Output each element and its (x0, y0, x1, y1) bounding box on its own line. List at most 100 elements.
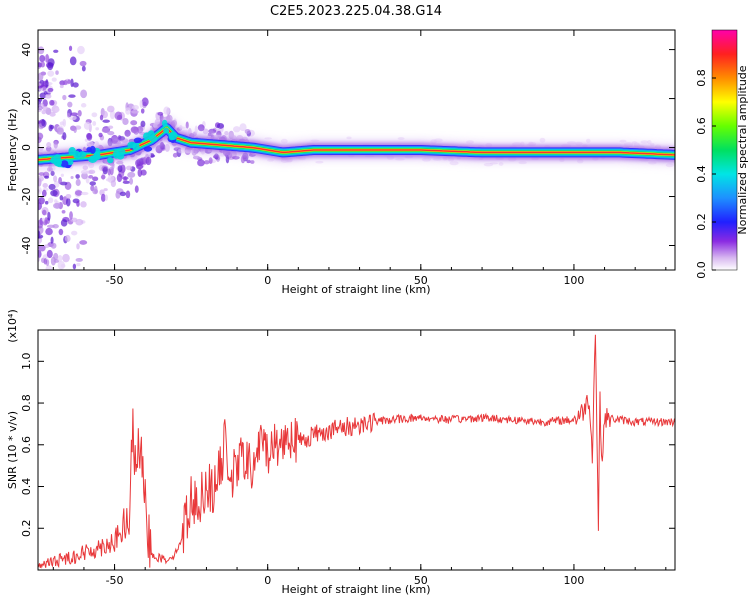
spectrogram-speckle (68, 94, 76, 98)
spectrogram-speckle (99, 114, 104, 121)
spectrogram-speckle (114, 111, 123, 121)
spectrogram-speckle (53, 202, 61, 209)
spectrogram-speckle (124, 129, 131, 137)
spectrogram-speckle (60, 263, 66, 268)
spectrogram-speckle (141, 97, 149, 107)
spectrogram-blob (132, 143, 140, 151)
spectrogram-blob (53, 158, 63, 167)
spectrogram-blob (168, 131, 178, 141)
spectrogram-speckle (59, 181, 68, 186)
spectrogram-speckle (95, 127, 100, 131)
spectrogram-x-ticks: -50 0 50 100 (52, 30, 667, 287)
chart-title: C2E5.2023.225.04.38.G14 (270, 4, 442, 19)
spectrogram-speckle (129, 177, 134, 185)
spectrogram-speckle (225, 155, 230, 164)
spectrogram-speckle (86, 133, 93, 141)
spectrogram-speckle (69, 211, 73, 220)
spectrogram-speckle (104, 194, 108, 201)
spectrogram-speckle (73, 126, 77, 134)
snr-y-multiplier: (x10⁴) (6, 309, 19, 343)
snr-y-ticks: 0.2 0.4 0.6 0.8 1.0 (20, 353, 675, 537)
spectrogram-speckle (136, 126, 144, 134)
spectrogram-speckle (246, 159, 251, 164)
spectrogram-speckle (103, 188, 108, 192)
spectrogram-speckle (116, 173, 123, 183)
spectrogram-speckle (67, 79, 71, 84)
spectrogram-speckle (52, 224, 59, 229)
spectrogram-blob (107, 157, 114, 164)
spectrogram-speckle (62, 94, 67, 101)
snr-x-ticks: -50 0 50 100 (52, 330, 667, 587)
spectrogram-speckle (80, 201, 87, 208)
spectrogram-speckle (46, 249, 53, 259)
spectrogram-speckle (72, 263, 77, 270)
spectrogram-speckle (208, 157, 213, 164)
spectrogram-speckle (70, 175, 74, 180)
colorbar-gradient (711, 29, 738, 271)
colorbar-label: Normalized spectral amplitude (736, 65, 749, 234)
spectrogram-speckle (125, 107, 131, 115)
spectrogram-speckle (59, 84, 64, 89)
spectrogram-speckle (83, 121, 91, 130)
spectrogram-speckle (45, 227, 53, 236)
colorbar-tick-label: 0.0 (695, 261, 708, 279)
spectrogram-speckle (66, 112, 71, 118)
x-tick-label: 0 (264, 274, 271, 287)
y-tick-label: -20 (20, 188, 33, 206)
spectrogram-speckle (84, 138, 88, 142)
spectrogram-speckle (60, 173, 64, 177)
spectrogram-speckle (100, 193, 106, 202)
spectrogram-speckle (125, 190, 131, 199)
spectrogram-speckle (50, 256, 56, 266)
y-tick-label: 40 (20, 43, 33, 57)
spectrogram-speckle (76, 243, 80, 250)
spectrogram-speckle (53, 140, 58, 149)
spectrogram-speckle (50, 170, 55, 176)
spectrogram-speckle (76, 262, 81, 267)
spectrogram-speckle (38, 219, 44, 229)
y-tick-label: 20 (20, 92, 33, 106)
spectrogram-speckle (92, 120, 97, 126)
spectrogram-speckle (244, 129, 251, 134)
spectrogram-ridge-band (38, 127, 675, 161)
spectrogram-ridge (38, 117, 675, 171)
x-tick-label: 100 (563, 574, 584, 587)
spectrogram-speckle (43, 258, 48, 265)
y-tick-label: 0.6 (20, 436, 33, 454)
spectrogram-speckle (192, 155, 201, 160)
spectrogram-speckle (41, 109, 47, 115)
spectrogram-speckle (127, 171, 136, 178)
colorbar-tick-label: 0.2 (695, 213, 708, 231)
spectrogram-speckle (39, 54, 46, 63)
spectrogram-speckle (233, 126, 241, 133)
spectrogram-speckle (59, 195, 64, 201)
spectrogram-blob (60, 160, 69, 168)
spectrogram-speckle (115, 190, 121, 199)
snr-background (38, 330, 675, 570)
spectrogram-speckle (38, 120, 42, 124)
spectrogram-speckle (216, 123, 225, 129)
spectrogram-speckle (41, 86, 47, 92)
spectrogram-speckle (41, 189, 47, 197)
spectrogram-speckle (49, 99, 55, 106)
colorbar-tick-label: 0.8 (695, 69, 708, 87)
spectrogram-speckle (75, 257, 83, 262)
spectrogram-speckle (42, 183, 48, 188)
spectrogram-speckle (38, 142, 41, 148)
spectrogram-frame (37, 29, 676, 271)
colorbar: 0.0 0.2 0.4 0.6 0.8 Normalized spectral ampl… (695, 29, 749, 279)
spectrogram-speckle (125, 165, 133, 171)
spectrogram-speckle (53, 259, 60, 263)
spectrogram-speckle (70, 112, 78, 117)
spectrogram-speckle (208, 128, 217, 134)
snr-series-line (38, 334, 675, 569)
spectrogram-speckle (91, 112, 98, 118)
spectrogram-speckle (119, 191, 127, 197)
spectrogram-speckle (140, 108, 145, 114)
spectrogram-speckle (44, 200, 49, 205)
y-tick-label: 0.4 (20, 478, 33, 496)
spectrogram-speckle (38, 85, 43, 89)
spectrogram-speckle (77, 45, 85, 55)
spectrogram-speckle (62, 132, 67, 141)
spectrogram-speckle (45, 265, 53, 270)
